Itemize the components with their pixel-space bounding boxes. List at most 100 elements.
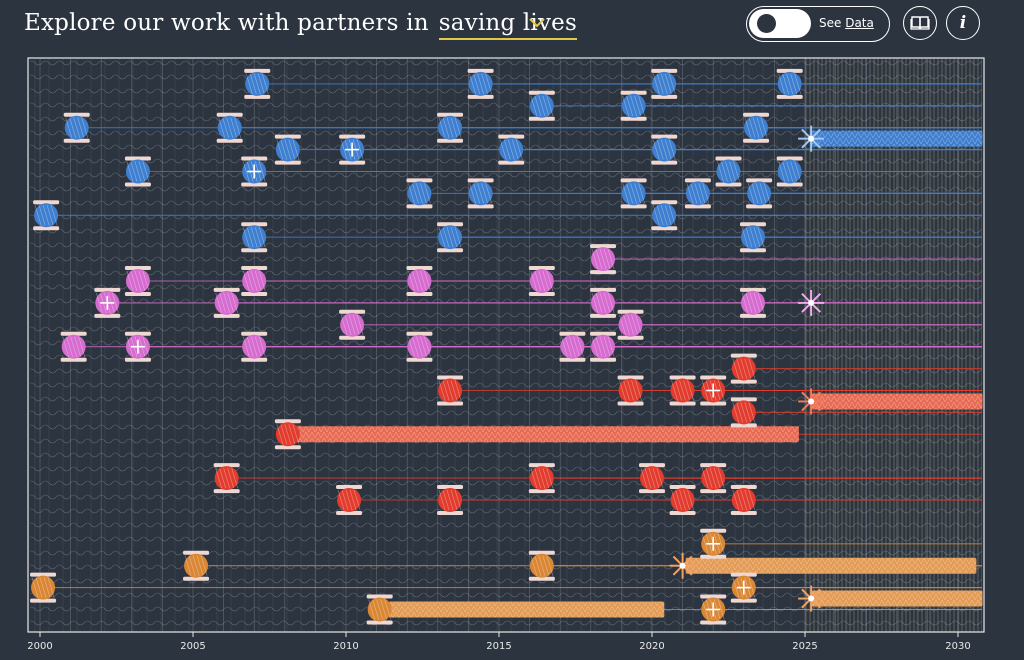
spool-cap — [730, 379, 757, 384]
spool-cap — [617, 309, 644, 314]
spool-stripe — [250, 336, 258, 357]
spool-stripe — [760, 117, 768, 138]
toggle-track[interactable] — [749, 9, 811, 38]
spool-stripe — [454, 489, 462, 511]
spool — [715, 156, 742, 187]
spool-stripe — [420, 270, 427, 292]
projection-area — [805, 58, 982, 632]
spool-stripe — [721, 161, 728, 182]
spool-body — [591, 290, 616, 315]
spool-stripe — [748, 358, 756, 379]
spool — [183, 550, 210, 581]
spool-body — [242, 334, 267, 359]
spool-cap — [437, 222, 464, 227]
spool-stripe — [627, 314, 634, 335]
spool-stripe — [246, 336, 254, 357]
spool-stripe — [725, 161, 732, 182]
spool-stripe — [507, 139, 515, 160]
spool-body — [407, 269, 432, 293]
starburst-core — [808, 135, 815, 142]
spool-stripe — [134, 270, 142, 292]
band-texture — [685, 557, 977, 574]
spool-stripe — [340, 314, 348, 335]
spool-body — [652, 71, 677, 96]
spool-stripe — [254, 270, 262, 292]
spool-stripe — [42, 205, 50, 226]
spool-stripe — [623, 380, 630, 401]
page-title: Explore our work with partners in saving … — [24, 10, 577, 40]
spool-stripe — [534, 270, 542, 292]
toggle-knob[interactable] — [757, 14, 776, 33]
spool-cap — [213, 489, 240, 494]
spool-cap — [183, 576, 210, 581]
toggle-label[interactable]: See Data — [819, 16, 874, 30]
spool-stripe — [38, 205, 46, 226]
spool-stripe — [258, 270, 266, 292]
spool-cap — [620, 90, 647, 95]
spool-cap — [528, 550, 555, 555]
spool-stripe — [222, 117, 230, 138]
spool-stripe — [77, 117, 85, 138]
book-button[interactable] — [903, 6, 937, 40]
spool-stripe — [748, 489, 756, 511]
spool-stripe — [749, 227, 757, 248]
spool-stripe — [749, 292, 757, 314]
spool — [746, 178, 773, 209]
spool-stripe — [595, 336, 603, 357]
spool — [700, 463, 727, 494]
spool — [366, 594, 393, 625]
spool-stripe — [702, 183, 710, 204]
spool-cap — [651, 200, 678, 205]
spool-body — [340, 312, 365, 337]
spool-cap — [739, 313, 766, 318]
spool-cap — [776, 94, 803, 99]
spool — [437, 375, 464, 406]
spool — [739, 222, 766, 253]
spool — [467, 178, 494, 209]
spool-stripe — [671, 380, 678, 401]
spool-cap — [730, 423, 757, 428]
spool-stripe — [756, 117, 764, 138]
spool-stripe — [569, 336, 576, 357]
spool-stripe — [376, 599, 383, 620]
spool-stripe — [630, 95, 637, 116]
spool-stripe — [747, 183, 755, 204]
spool-cap — [700, 554, 727, 559]
see-data-toggle[interactable]: See Data — [746, 6, 890, 42]
topic-selector[interactable]: saving lives — [438, 10, 577, 40]
spool-cap — [730, 485, 757, 489]
spool-stripe — [745, 292, 753, 314]
spool-cap — [437, 401, 464, 406]
spool-body — [407, 334, 432, 359]
spool-stripe — [701, 380, 709, 401]
spool-body — [621, 93, 646, 118]
spool-stripe — [138, 161, 146, 182]
spool-stripe — [744, 117, 752, 138]
spool-stripe — [356, 139, 364, 160]
spool — [730, 353, 757, 384]
spool — [336, 485, 363, 515]
spool-stripe — [542, 95, 550, 116]
spool — [684, 178, 711, 209]
spool-stripe — [752, 117, 760, 138]
spool-cap — [124, 266, 151, 270]
spool-stripe — [748, 577, 756, 598]
info-button[interactable]: i — [946, 6, 980, 40]
spool-stripe — [450, 227, 458, 248]
toggle-label-link[interactable]: Data — [845, 16, 874, 30]
spool-stripe — [134, 161, 142, 182]
spool-stripe — [757, 227, 765, 248]
spool-stripe — [469, 73, 476, 95]
spool-stripe — [534, 95, 542, 116]
spool — [743, 112, 770, 143]
spool-cap — [617, 375, 644, 380]
spool-stripe — [607, 292, 615, 314]
spool-stripe — [690, 183, 698, 204]
spool-body — [438, 488, 463, 512]
chevron-down-icon[interactable] — [528, 16, 546, 30]
spool — [124, 156, 151, 187]
spool-cap — [620, 204, 647, 209]
spool-cap — [241, 266, 268, 270]
spool-cap — [700, 463, 727, 468]
spool-stripe — [546, 467, 554, 489]
